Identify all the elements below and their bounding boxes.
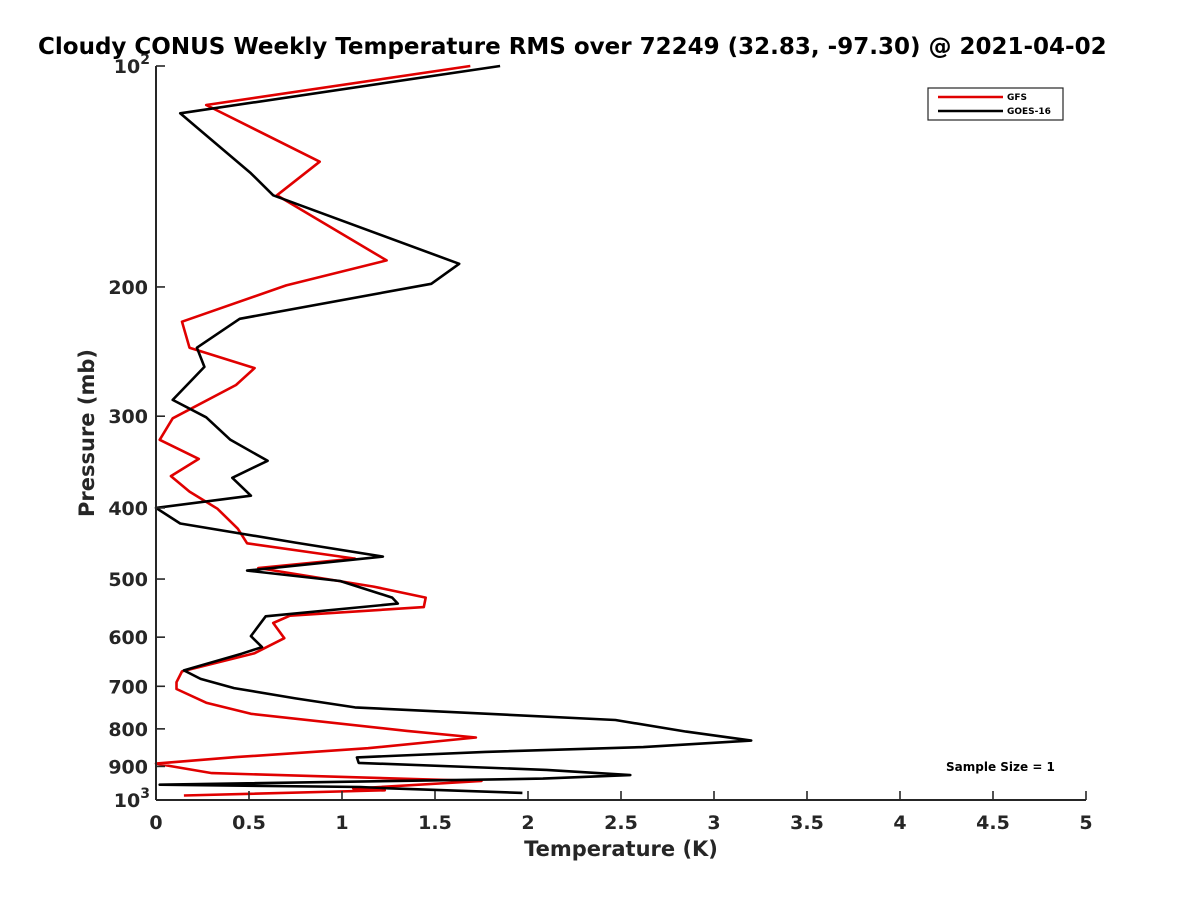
x-tick-label: 2.5	[604, 812, 638, 834]
legend-box	[927, 87, 1064, 121]
y-tick-label: 500	[108, 569, 148, 591]
x-tick-label: 1.5	[418, 812, 452, 834]
x-tick-label: 3.5	[790, 812, 824, 834]
x-tick-label: 4.5	[976, 812, 1010, 834]
y-tick-label: 900	[108, 756, 148, 778]
x-tick-label: 5	[1079, 812, 1092, 834]
x-tick-label: 0.5	[232, 812, 266, 834]
x-tick-label: 0	[149, 812, 162, 834]
legend: GFS GOES-16	[927, 87, 1064, 121]
y-tick-label: 103	[114, 786, 150, 812]
sample-size-annotation: Sample Size = 1	[946, 760, 1055, 774]
x-tick-label: 4	[893, 812, 906, 834]
y-tick-label: 600	[108, 627, 148, 649]
x-tick-label: 3	[707, 812, 720, 834]
y-axis-label: Pressure (mb)	[75, 349, 99, 517]
legend-label-gfs: GFS	[1007, 93, 1027, 103]
axes-layer	[155, 66, 1086, 801]
x-ticks: 0 0.5 1 1.5 2 2.5 3 3.5 4 4.5 5	[149, 791, 1093, 834]
x-tick-label: 2	[521, 812, 534, 834]
x-axis-label: Temperature (K)	[524, 837, 718, 861]
series-line-goes16	[154, 64, 753, 795]
y-tick-label: 700	[108, 676, 148, 698]
series-layer	[154, 64, 753, 797]
y-ticks: 102 200 300 400 500 600 700 800 900 103	[108, 52, 165, 812]
y-tick-label: 102	[114, 52, 150, 78]
y-tick-label: 800	[108, 719, 148, 741]
y-tick-label: 300	[108, 406, 148, 428]
y-tick-label: 200	[108, 277, 148, 299]
y-tick-label: 400	[108, 498, 148, 520]
chart-title: Cloudy CONUS Weekly Temperature RMS over…	[38, 34, 1107, 60]
legend-label-goes16: GOES-16	[1007, 107, 1051, 117]
series-line-gfs	[154, 64, 483, 797]
x-tick-label: 1	[335, 812, 348, 834]
